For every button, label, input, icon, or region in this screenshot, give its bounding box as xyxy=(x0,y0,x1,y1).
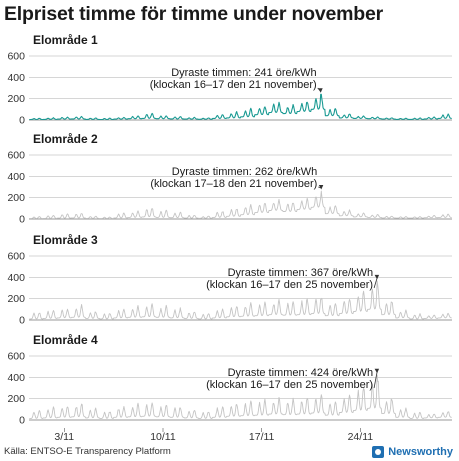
annotation-arrowhead xyxy=(318,185,324,190)
y-tick-label: 0 xyxy=(19,115,25,127)
annotation-arrowhead xyxy=(374,274,380,280)
series-line xyxy=(29,93,452,121)
source-note: Källa: ENTSO-E Transparency Platform xyxy=(4,446,171,457)
panel-title: Elområde 4 xyxy=(33,333,98,347)
x-tick-label: 10/11 xyxy=(150,431,176,443)
panel-1: Elområde 1 0 200 400 600 Dyraste timmen: 241 … xyxy=(7,33,452,127)
peak-annotation: (klockan 16–17 den 25 november) xyxy=(206,279,373,291)
annotation-arrowhead xyxy=(374,368,380,374)
y-tick-label: 600 xyxy=(7,351,25,363)
panel-2: Elområde 2 0 200 400 600 Dyraste timmen: 262 … xyxy=(7,132,452,226)
series-line xyxy=(29,374,452,419)
x-tick-label: 3/11 xyxy=(54,431,74,443)
peak-annotation: Dyraste timmen: 262 öre/kWh xyxy=(172,166,318,178)
peak-annotation: Dyraste timmen: 367 öre/kWh xyxy=(228,267,374,279)
brand-name: Newsworthy xyxy=(388,446,453,458)
annotation-arrowhead xyxy=(318,88,323,93)
y-tick-label: 200 xyxy=(7,192,25,204)
brand-logo[interactable]: Newsworthy xyxy=(372,446,453,458)
panel-title: Elområde 1 xyxy=(33,33,98,47)
y-tick-label: 600 xyxy=(7,150,25,162)
y-tick-label: 400 xyxy=(7,72,25,84)
peak-annotation: Dyraste timmen: 424 öre/kWh xyxy=(228,367,374,379)
y-tick-label: 400 xyxy=(7,272,25,284)
panel-title: Elområde 3 xyxy=(33,233,98,247)
y-tick-label: 0 xyxy=(19,415,25,427)
panel-3: Elområde 3 0 200 400 600 Dyraste timmen: 367 … xyxy=(7,233,452,327)
annotation-arrow xyxy=(373,277,378,289)
y-tick-label: 600 xyxy=(7,51,25,63)
y-tick-label: 0 xyxy=(19,214,25,226)
newsworthy-logo-icon xyxy=(372,446,385,458)
x-tick-label: 17/11 xyxy=(249,431,275,443)
annotation-arrow xyxy=(373,371,378,389)
y-tick-label: 400 xyxy=(7,372,25,384)
series-line xyxy=(29,190,452,219)
y-tick-label: 600 xyxy=(7,251,25,263)
chart-title: Elpriset timme för timme under november xyxy=(4,3,384,25)
y-tick-label: 200 xyxy=(7,93,25,105)
y-tick-label: 200 xyxy=(7,393,25,405)
y-tick-label: 400 xyxy=(7,171,25,183)
series-line xyxy=(29,280,452,320)
peak-annotation: (klockan 17–18 den 21 november) xyxy=(150,178,317,190)
x-tick-label: 24/11 xyxy=(348,431,374,443)
peak-annotation: (klockan 16–17 den 25 november) xyxy=(206,379,373,391)
x-axis: 3/11 10/11 17/11 24/11 xyxy=(54,428,373,443)
panel-title: Elområde 2 xyxy=(33,132,98,146)
peak-annotation: (klockan 16–17 den 21 november) xyxy=(150,79,317,91)
panel-4: Elområde 4 0 200 400 600 Dyraste timmen: 424 … xyxy=(7,333,452,427)
y-tick-label: 0 xyxy=(19,315,25,327)
peak-annotation: Dyraste timmen: 241 öre/kWh xyxy=(171,67,317,79)
y-tick-label: 200 xyxy=(7,293,25,305)
